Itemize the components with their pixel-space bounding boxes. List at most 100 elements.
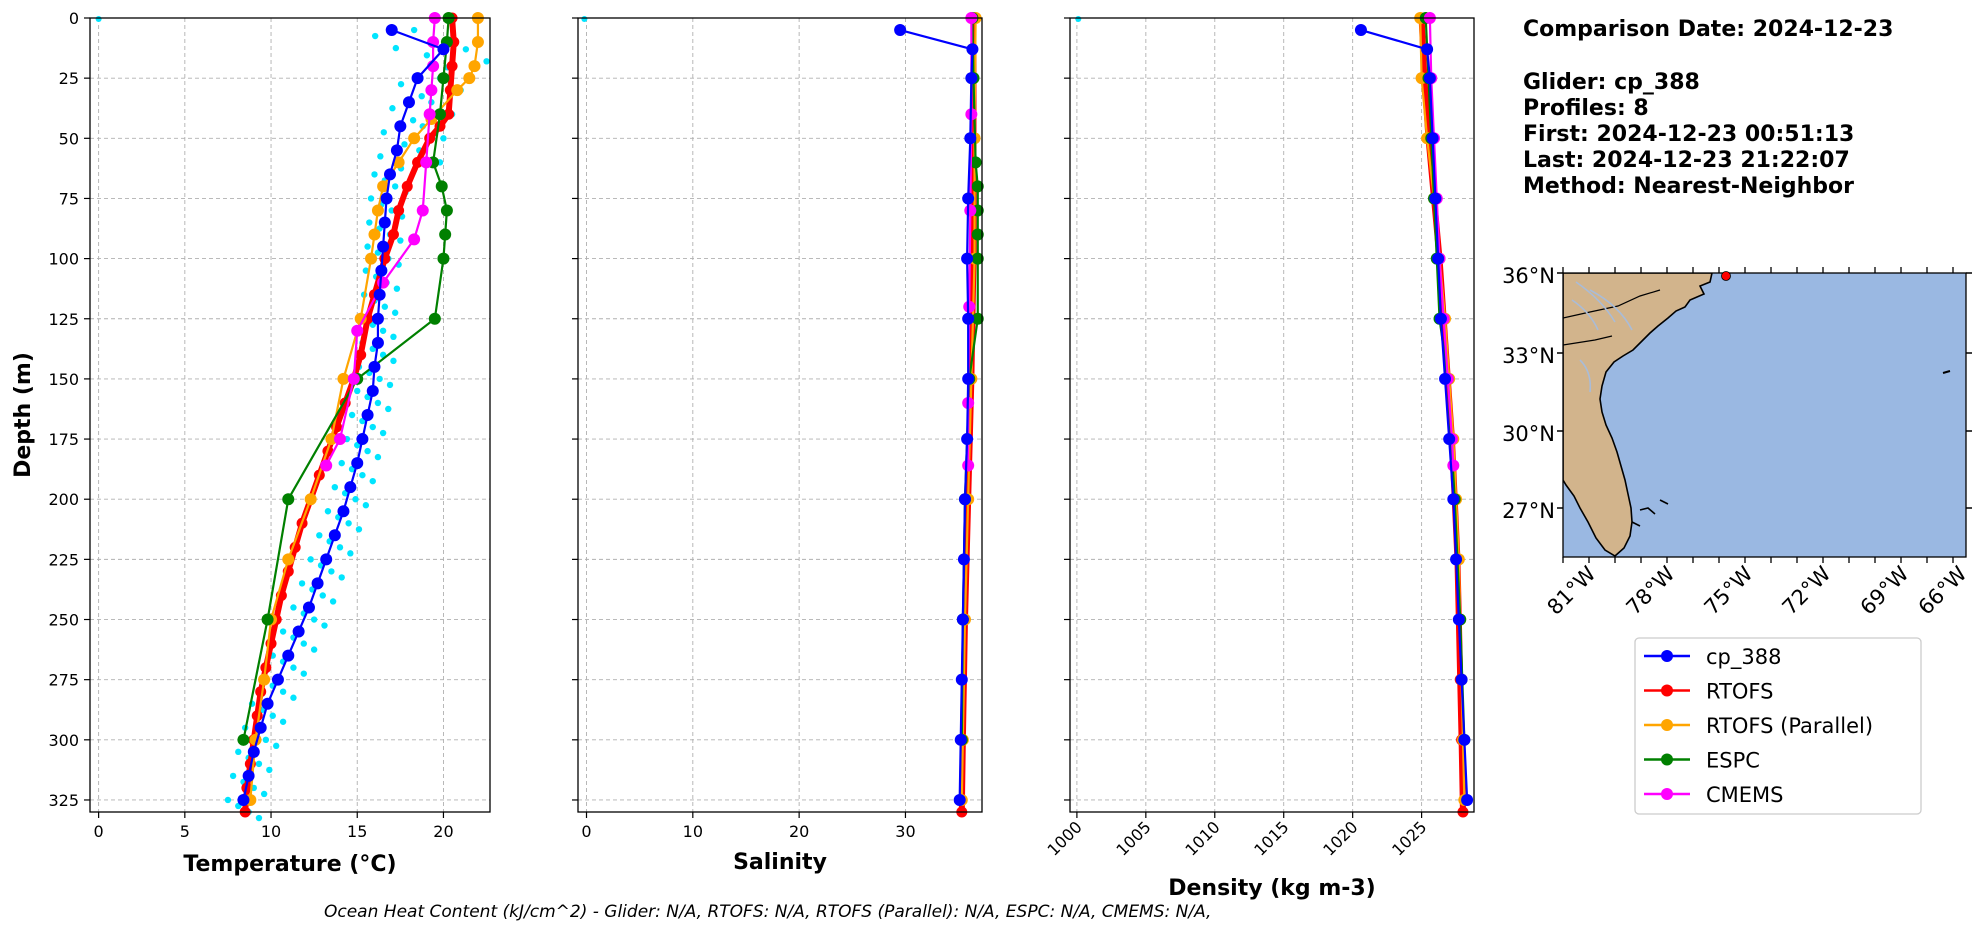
density-xtick-label: 1000	[1043, 817, 1085, 859]
raw-glider-point	[397, 237, 404, 244]
raw-glider-point	[319, 592, 326, 599]
temperature-frame	[89, 17, 491, 813]
temperature-cp-388-point	[394, 120, 407, 133]
temperature-cp-388-point	[371, 312, 384, 325]
salinity-espc-point	[971, 228, 984, 241]
temperature-rtofs-parallel--point	[304, 493, 317, 506]
density-cp-388-point	[1354, 24, 1367, 37]
temperature-cp-388-point	[373, 288, 386, 301]
temperature-cp-388-point	[337, 505, 350, 518]
density-cp-388-point	[1421, 43, 1434, 56]
raw-glider-point	[390, 333, 397, 341]
density-xtick-label: 1020	[1319, 817, 1361, 859]
raw-glider-point	[401, 141, 408, 148]
density-cp-388-point	[1432, 252, 1445, 265]
lon-tick-72: 72°W	[1778, 561, 1836, 619]
state-borders	[1563, 289, 1661, 346]
temperature-rtofs-parallel--point	[471, 36, 484, 49]
raw-glider-point	[229, 772, 237, 780]
raw-glider-point	[290, 604, 297, 611]
temperature-ticks: 0 5 10 15 2002550751001251501752002252502753…	[48, 9, 453, 841]
legend-label: RTOFS	[1706, 680, 1773, 704]
raw-glider-point	[338, 574, 345, 581]
temperature-rtofs-parallel--point	[368, 228, 381, 241]
temperature-cp-388-point	[402, 96, 415, 109]
legend-label: CMEMS	[1706, 783, 1784, 807]
temperature-cp-388-point	[385, 24, 398, 37]
density-cp-388-point	[1434, 312, 1447, 325]
salinity-cp-388-point	[965, 72, 978, 85]
raw-glider-point	[581, 16, 588, 22]
raw-glider-point	[390, 357, 397, 365]
temperature-cp-388-point	[366, 384, 379, 397]
temperature-cmems-point	[416, 204, 429, 217]
temperature-cp-388-point	[344, 481, 357, 494]
salinity-frame	[577, 17, 983, 813]
density-cp-388-point	[1426, 132, 1439, 145]
raw-glider-point	[367, 195, 375, 202]
temperature-cp-388-point	[282, 649, 295, 662]
lat-tick-36: 36°N	[1502, 264, 1555, 288]
density-xtick-label: 1025	[1388, 817, 1430, 859]
map-ticks	[1557, 267, 1972, 563]
raw-glider-point	[316, 532, 323, 539]
raw-glider-point	[95, 16, 102, 22]
temperature-cp-388-point	[328, 529, 341, 542]
raw-glider-point	[483, 58, 490, 65]
raw-glider-point	[328, 568, 335, 575]
temperature-rtofs-parallel--point	[392, 156, 405, 169]
profile-count: Profiles: 8	[1523, 96, 1649, 121]
density-cp-388-point	[1447, 493, 1460, 506]
depth-tick-label: 75	[59, 189, 79, 208]
salinity-cp-388-point	[953, 793, 966, 806]
last-profile-time: Last: 2024-12-23 21:22:07	[1523, 148, 1850, 173]
raw-glider-point	[348, 411, 356, 419]
temperature-cp-388-point	[368, 360, 381, 373]
raw-glider-point	[279, 718, 287, 725]
temperature-rtofs-parallel--point	[337, 372, 350, 385]
map-frame	[1562, 272, 1967, 558]
temperature-xtick-label: 20	[433, 822, 453, 841]
glider-name: Glider: cp_388	[1523, 70, 1700, 95]
temperature-cmems-point	[347, 372, 360, 385]
temperature-cp-388-point	[390, 144, 403, 157]
density-xtick-label: 1015	[1250, 817, 1292, 859]
salinity-cp-388-point	[955, 673, 968, 686]
rivers	[1571, 281, 1633, 393]
lon-tick-69: 69°W	[1856, 561, 1914, 619]
salinity-cmems-point	[964, 204, 977, 217]
temperature-cmems-point	[420, 156, 433, 169]
raw-glider-point	[379, 429, 387, 437]
salinity-axis-label: Salinity	[733, 850, 827, 875]
temperature-rtofs-parallel--point	[365, 252, 378, 265]
raw-glider-point	[279, 628, 287, 635]
raw-glider-point	[331, 483, 339, 491]
raw-glider-point	[266, 766, 273, 774]
raw-glider-point	[391, 183, 399, 190]
density-cp-388-point	[1443, 433, 1456, 446]
temperature-rtofs-point	[424, 132, 436, 144]
temperature-rtofs-point	[255, 686, 267, 698]
legend-marker	[1661, 719, 1673, 731]
raw-glider-point	[310, 616, 318, 623]
salinity-espc-point	[969, 156, 982, 169]
raw-glider-point	[386, 381, 394, 389]
temperature-cp-388-point	[384, 168, 396, 181]
glider-location-marker	[1721, 271, 1731, 281]
temperature-rtofs-point	[412, 156, 424, 168]
raw-glider-point	[392, 44, 400, 52]
salinity-cp-388-point	[957, 553, 970, 566]
temperature-espc-point	[261, 613, 274, 626]
temperature-espc-point	[434, 108, 446, 121]
salinity-xtick-label: 20	[789, 822, 809, 841]
raw-glider-point	[374, 399, 382, 407]
lat-tick-33: 33°N	[1502, 344, 1555, 368]
depth-tick-label: 50	[59, 129, 79, 148]
temperature-cmems-point	[425, 84, 438, 97]
temperature-cmems-point	[334, 433, 346, 446]
legend-box	[1634, 637, 1922, 815]
raw-glider-point	[362, 502, 370, 509]
lat-tick-30: 30°N	[1502, 422, 1555, 446]
raw-glider-point	[388, 207, 395, 214]
legend-marker	[1661, 753, 1673, 766]
